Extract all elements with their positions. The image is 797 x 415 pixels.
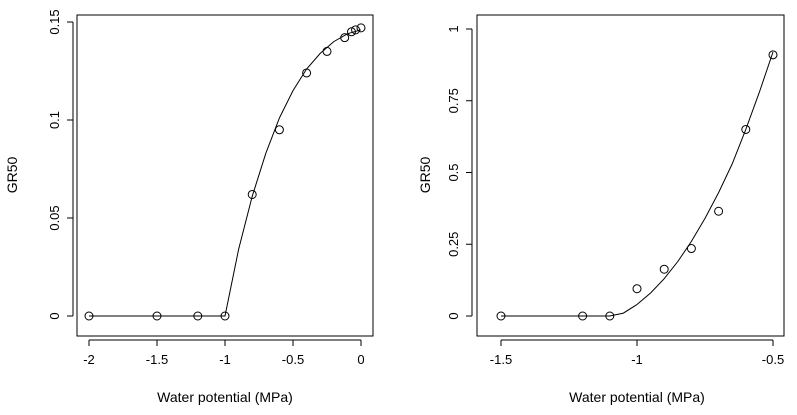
y-axis-label: GR50 xyxy=(4,157,20,194)
data-point xyxy=(632,284,642,294)
data-point xyxy=(247,189,257,199)
y-tick-label: 0.5 xyxy=(446,163,461,181)
plot-area-frame xyxy=(76,14,374,337)
x-tick-label: -0.5 xyxy=(282,352,304,367)
y-tick-label: 0.1 xyxy=(47,111,62,129)
data-point xyxy=(193,311,203,321)
y-axis-label: GR50 xyxy=(417,157,433,194)
data-point xyxy=(274,125,284,135)
data-point xyxy=(496,311,506,321)
data-point xyxy=(84,311,94,321)
fit-curve-group xyxy=(501,51,774,317)
data-point xyxy=(605,311,615,321)
y-axis: 0 0.05 0.1 0.15 xyxy=(47,9,74,320)
y-axis: 0 0.25 0.5 0.75 1 xyxy=(446,25,473,320)
x-tick-label: -0.5 xyxy=(762,352,784,367)
x-tick-label: -1 xyxy=(631,352,643,367)
fit-curve xyxy=(501,51,774,317)
data-point xyxy=(741,124,751,134)
y-tick-label: 0 xyxy=(446,312,461,319)
data-point xyxy=(322,46,332,56)
x-tick-label: 0 xyxy=(357,352,364,367)
data-point xyxy=(351,25,361,35)
x-axis-label: Water potential (MPa) xyxy=(157,389,293,405)
x-tick-label: -1.5 xyxy=(490,352,512,367)
y-tick-label: 0.25 xyxy=(446,232,461,257)
left-chart-panel: -2 -1.5 -1 -0.5 0 0 0.05 0.1 0.15 Water potenti… xyxy=(4,9,374,405)
data-point xyxy=(152,311,162,321)
data-point xyxy=(686,244,696,254)
x-axis: -1.5 -1 -0.5 xyxy=(490,339,784,367)
fit-curve xyxy=(89,29,362,317)
data-point xyxy=(714,206,724,216)
x-axis-label: Water potential (MPa) xyxy=(569,389,705,405)
y-tick-label: 1 xyxy=(446,25,461,32)
fit-curve-group xyxy=(89,29,362,317)
data-points-group xyxy=(84,23,366,321)
data-point xyxy=(220,311,230,321)
plot-area-frame xyxy=(476,14,785,337)
y-tick-label: 0.75 xyxy=(446,88,461,113)
data-point xyxy=(302,68,312,78)
data-points-group xyxy=(496,50,778,321)
x-tick-label: -1.5 xyxy=(146,352,168,367)
right-chart-panel: -1.5 -1 -0.5 0 0.25 0.5 0.75 1 Water potential… xyxy=(417,14,785,405)
data-point xyxy=(340,33,350,43)
data-point xyxy=(659,264,669,274)
x-tick-label: -1 xyxy=(219,352,231,367)
y-tick-label: 0.15 xyxy=(47,9,62,34)
data-point xyxy=(346,27,356,37)
y-tick-label: 0 xyxy=(47,312,62,319)
data-point xyxy=(768,50,778,60)
x-tick-label: -2 xyxy=(83,352,95,367)
y-tick-label: 0.05 xyxy=(47,205,62,230)
data-point xyxy=(356,23,366,33)
x-axis: -2 -1.5 -1 -0.5 0 xyxy=(83,339,365,367)
data-point xyxy=(578,311,588,321)
